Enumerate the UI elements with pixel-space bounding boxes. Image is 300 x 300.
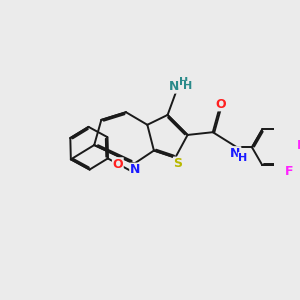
Text: F: F [285,165,294,178]
Text: N: N [230,147,241,160]
Text: N: N [168,80,179,93]
Text: H: H [183,82,192,92]
Text: H: H [179,77,188,87]
Text: N: N [130,163,140,176]
Text: O: O [215,98,226,111]
Text: H: H [238,153,248,163]
Text: F: F [296,140,300,152]
Text: S: S [173,157,182,170]
Text: O: O [112,158,123,171]
